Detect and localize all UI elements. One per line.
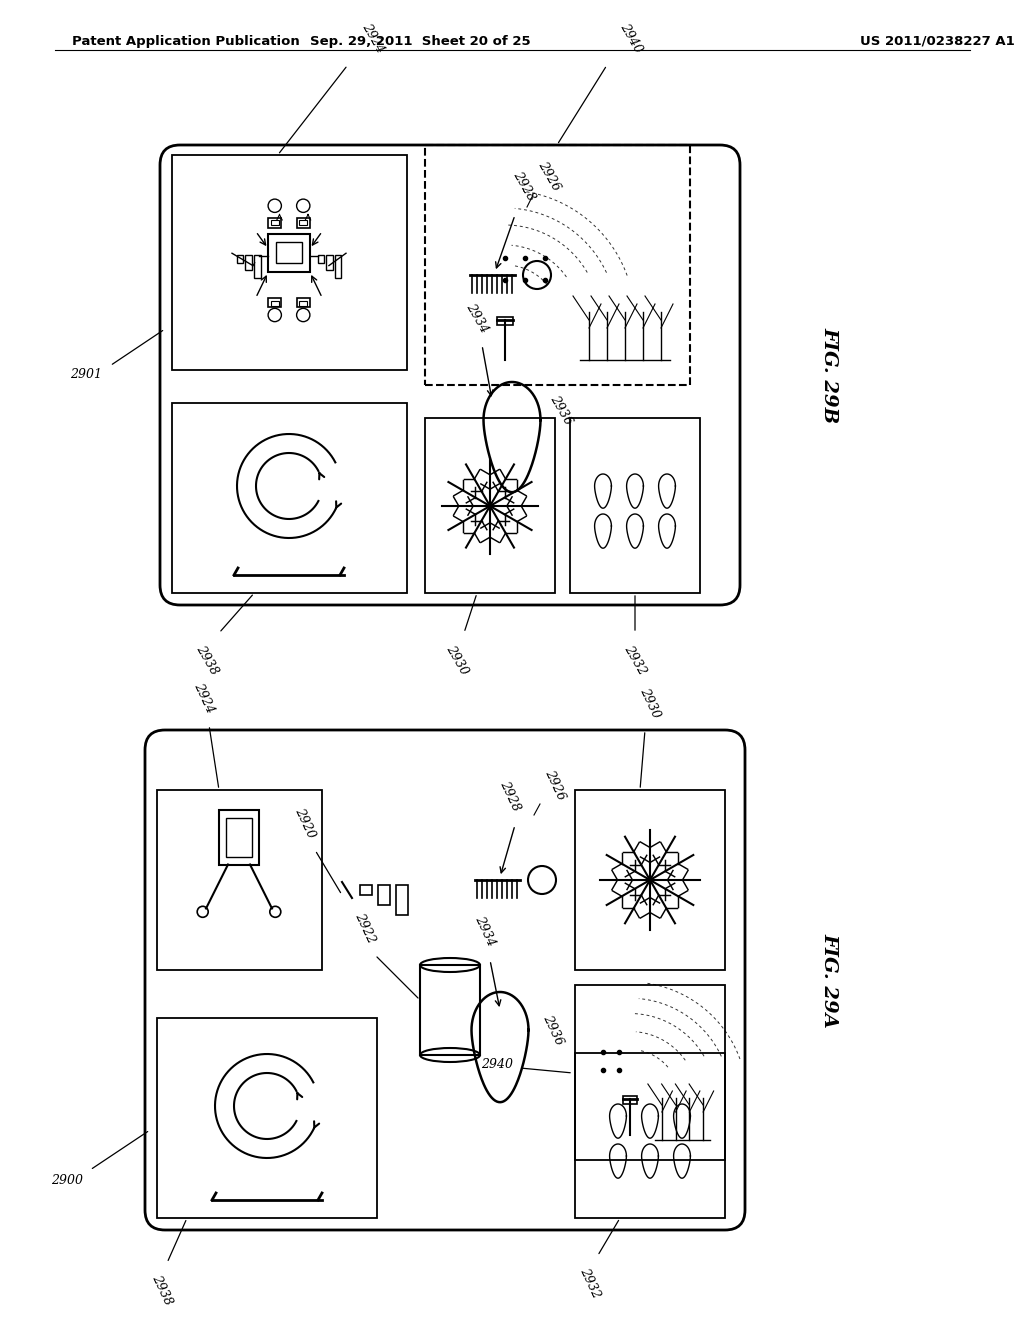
Text: 2930: 2930 bbox=[637, 685, 663, 719]
Bar bbox=[237, 255, 244, 263]
Bar bbox=[360, 884, 372, 895]
Bar bbox=[219, 809, 259, 865]
Bar bbox=[172, 403, 407, 593]
Text: 2938: 2938 bbox=[150, 1272, 175, 1308]
Bar bbox=[425, 145, 690, 385]
Bar bbox=[297, 218, 310, 227]
Bar bbox=[497, 317, 513, 325]
Bar bbox=[268, 218, 282, 227]
Text: 2924: 2924 bbox=[191, 681, 217, 715]
Text: 2900: 2900 bbox=[51, 1173, 83, 1187]
Text: 2920: 2920 bbox=[292, 805, 317, 840]
Text: Patent Application Publication: Patent Application Publication bbox=[72, 36, 300, 48]
Bar bbox=[172, 154, 407, 370]
Bar bbox=[326, 255, 333, 271]
Bar bbox=[157, 789, 322, 970]
Text: FIG. 29A: FIG. 29A bbox=[820, 933, 838, 1027]
Text: 2928: 2928 bbox=[498, 779, 522, 813]
Text: 2901: 2901 bbox=[70, 368, 102, 381]
Bar bbox=[268, 234, 310, 272]
Bar bbox=[570, 418, 700, 593]
Bar bbox=[575, 789, 725, 970]
Text: FIG. 29B: FIG. 29B bbox=[820, 327, 838, 424]
Bar bbox=[297, 298, 310, 308]
Bar bbox=[425, 418, 555, 593]
Text: 2936: 2936 bbox=[540, 1012, 565, 1047]
Bar bbox=[299, 220, 307, 224]
Bar bbox=[268, 298, 282, 308]
Text: US 2011/0238227 A1: US 2011/0238227 A1 bbox=[860, 36, 1015, 48]
Bar bbox=[271, 220, 279, 224]
Text: 2926: 2926 bbox=[535, 158, 562, 193]
Bar bbox=[226, 818, 252, 857]
Bar bbox=[299, 301, 307, 305]
Bar bbox=[271, 301, 279, 305]
Bar bbox=[254, 255, 260, 279]
Text: 2932: 2932 bbox=[578, 1266, 603, 1300]
Bar bbox=[623, 1097, 637, 1104]
Text: 2934: 2934 bbox=[464, 301, 490, 335]
Bar bbox=[396, 884, 408, 915]
Bar bbox=[335, 255, 341, 279]
Text: 2928: 2928 bbox=[510, 169, 538, 203]
Text: 2924: 2924 bbox=[359, 21, 387, 55]
Bar bbox=[575, 1053, 725, 1218]
Text: Sep. 29, 2011  Sheet 20 of 25: Sep. 29, 2011 Sheet 20 of 25 bbox=[309, 36, 530, 48]
Bar bbox=[420, 965, 480, 1055]
Bar bbox=[246, 255, 252, 271]
Bar bbox=[378, 884, 390, 906]
Text: 2940: 2940 bbox=[481, 1059, 513, 1072]
Text: 2932: 2932 bbox=[622, 643, 648, 677]
Text: 2934: 2934 bbox=[472, 913, 498, 948]
Bar bbox=[275, 242, 302, 263]
Text: 2940: 2940 bbox=[617, 21, 644, 55]
Text: 2922: 2922 bbox=[352, 911, 378, 945]
Text: 2926: 2926 bbox=[542, 767, 567, 803]
Text: 2936: 2936 bbox=[547, 393, 574, 428]
Text: 2938: 2938 bbox=[194, 643, 221, 677]
Bar bbox=[317, 255, 325, 263]
Bar bbox=[575, 985, 725, 1160]
Bar bbox=[157, 1018, 377, 1218]
Text: 2930: 2930 bbox=[443, 643, 471, 677]
